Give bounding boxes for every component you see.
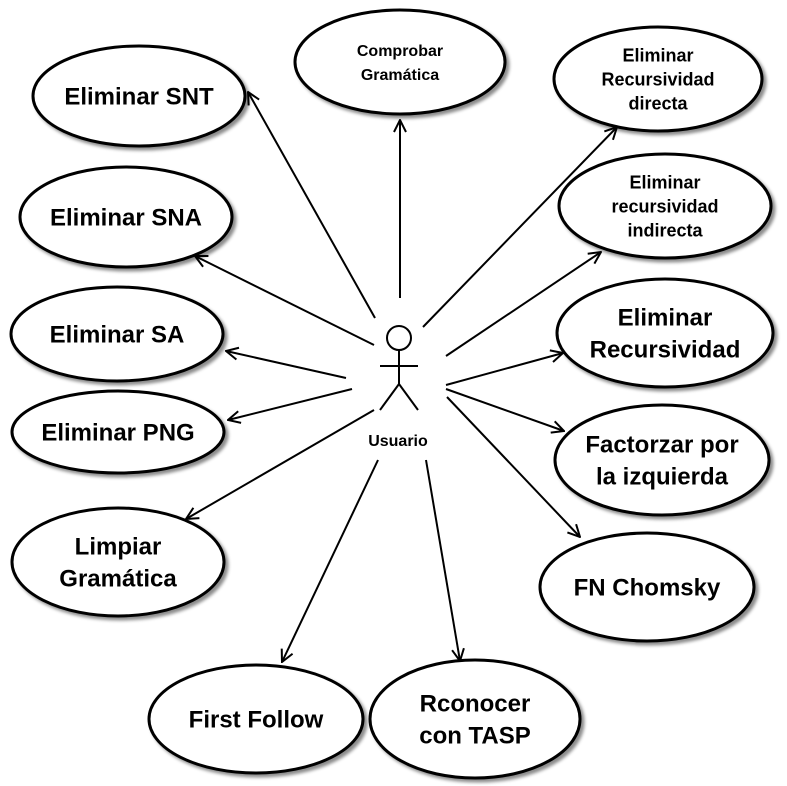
use-case-ellipse — [553, 403, 771, 517]
use-case-ellipse — [10, 389, 226, 475]
use-case-eliminar-recursividad-indirecta[interactable]: Eliminar recursividad indirecta — [557, 152, 773, 260]
use-case-ellipse — [555, 277, 775, 389]
association-arrow-eliminar-recursividad-directa — [422, 127, 617, 328]
association-arrow-first-follow — [282, 459, 379, 662]
use-case-label: Comprobar — [357, 43, 443, 60]
use-case-ellipse — [557, 152, 773, 260]
use-case-ellipse — [9, 285, 225, 383]
actor-head — [386, 325, 412, 351]
use-case-label: Eliminar — [622, 45, 693, 65]
use-case-ellipse — [538, 531, 756, 643]
use-case-label: Eliminar — [629, 172, 700, 192]
use-case-first-follow[interactable]: First Follow — [147, 663, 365, 775]
use-case-fn-chomsky[interactable]: FN Chomsky — [538, 531, 756, 643]
use-case-label: recursividad — [611, 196, 718, 216]
use-case-ellipse — [552, 25, 764, 133]
association-arrows — [186, 92, 617, 662]
actor-right-leg — [398, 383, 419, 411]
use-case-label: Eliminar PNG — [41, 420, 194, 447]
use-case-ellipse — [10, 506, 226, 618]
use-case-ellipse — [368, 658, 582, 780]
use-case-label: directa — [628, 93, 688, 113]
association-arrow-fn-chomsky — [446, 396, 580, 537]
use-case-comprobar-gramatica[interactable]: Comprobar Gramática — [293, 8, 507, 116]
association-arrow-limpiar-gramatica — [186, 409, 375, 519]
use-case-label: Recursividad — [601, 69, 714, 89]
association-arrow-eliminar-sa — [226, 351, 347, 379]
use-case-eliminar-sa[interactable]: Eliminar SA — [9, 285, 225, 383]
use-case-eliminar-sna[interactable]: Eliminar SNA — [18, 165, 234, 269]
use-case-ellipse — [31, 44, 247, 148]
actor-usuario[interactable]: Usuario — [368, 325, 428, 450]
use-case-eliminar-recursividad-directa[interactable]: Eliminar Recursividad directa — [552, 25, 764, 133]
use-case-label: con TASP — [419, 723, 531, 750]
use-case-label: Rconocer — [420, 691, 531, 718]
use-case-label: Gramática — [361, 67, 439, 84]
use-case-label: Factorzar por — [585, 432, 738, 459]
use-case-label: indirecta — [627, 220, 703, 240]
use-case-label: Eliminar SNT — [64, 84, 214, 111]
use-case-label: First Follow — [189, 707, 324, 734]
use-case-label: FN Chomsky — [574, 575, 721, 602]
association-arrow-eliminar-sna — [195, 256, 375, 346]
use-case-label: Eliminar SNA — [50, 205, 202, 232]
use-case-label: Limpiar — [75, 534, 162, 561]
association-arrow-reconocer-tasp — [425, 459, 460, 661]
use-case-label: Eliminar SA — [50, 322, 185, 349]
association-arrow-eliminar-recursividad — [445, 353, 563, 386]
use-cases: Comprobar Gramática Eliminar SNT Eliminar Re… — [9, 8, 775, 780]
use-case-limpiar-gramatica[interactable]: Limpiar Gramática — [10, 506, 226, 618]
actor-left-leg — [379, 383, 400, 411]
use-case-ellipse — [18, 165, 234, 269]
actor-label: Usuario — [368, 433, 428, 450]
association-arrow-eliminar-snt — [248, 92, 376, 319]
use-case-label: Gramática — [59, 566, 177, 593]
use-case-label: Eliminar — [618, 305, 713, 332]
use-case-eliminar-recursividad[interactable]: Eliminar Recursividad — [555, 277, 775, 389]
use-case-ellipse — [293, 8, 507, 116]
use-case-reconocer-tasp[interactable]: Rconocer con TASP — [368, 658, 582, 780]
use-case-label: Recursividad — [590, 337, 741, 364]
use-case-eliminar-snt[interactable]: Eliminar SNT — [31, 44, 247, 148]
use-case-label: la izquierda — [596, 464, 729, 491]
association-arrow-eliminar-recursividad-indirecta — [445, 252, 601, 357]
association-arrow-factorizar-izquierda — [445, 388, 564, 431]
use-case-ellipse — [147, 663, 365, 775]
use-case-factorizar-izquierda[interactable]: Factorzar por la izquierda — [553, 403, 771, 517]
use-case-eliminar-png[interactable]: Eliminar PNG — [10, 389, 226, 475]
association-arrow-eliminar-png — [228, 388, 353, 420]
